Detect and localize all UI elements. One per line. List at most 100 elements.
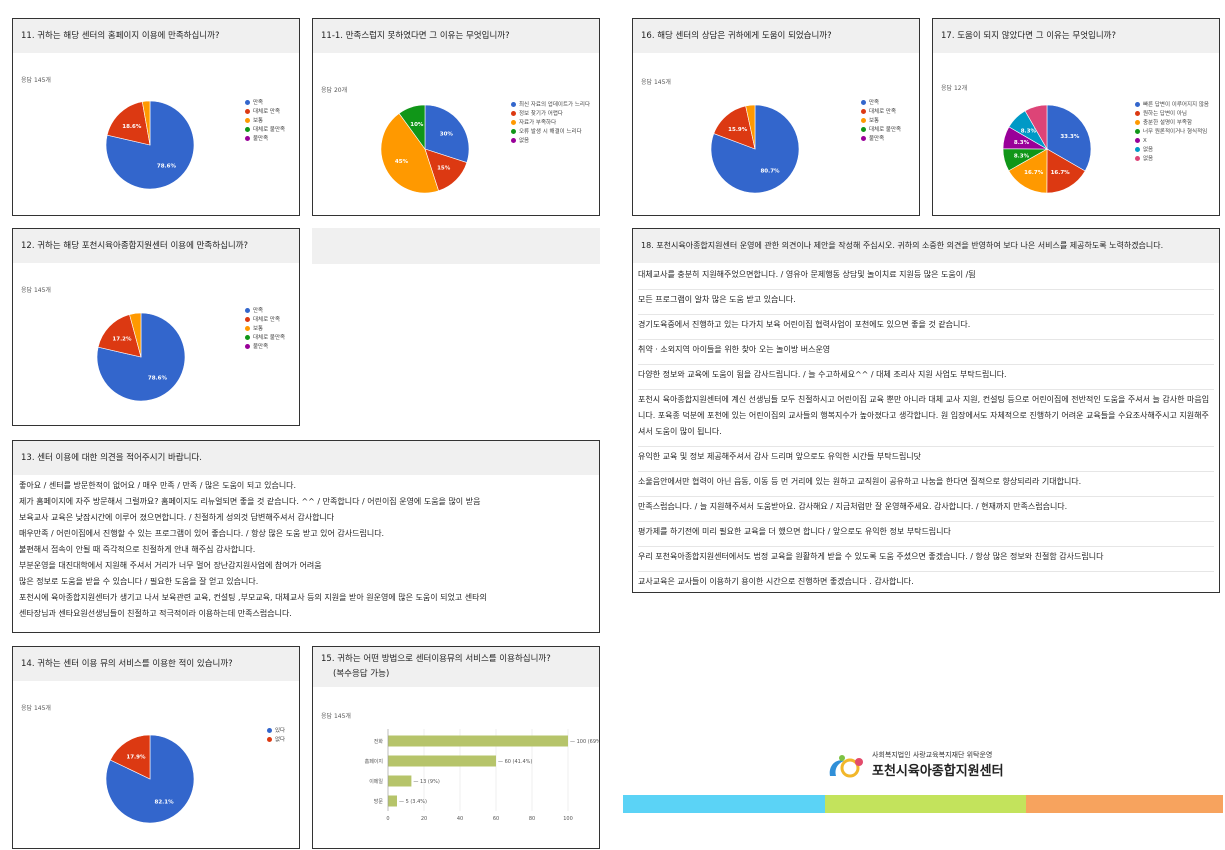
q11-1-title: 11-1. 만족스럽지 못하였다면 그 이유는 무엇입니까? xyxy=(313,19,599,53)
logo-subtitle: 사회복지법인 사랑교육복지재단 위탁운영 xyxy=(872,751,993,759)
legend-label: 대체로 만족 xyxy=(253,317,281,323)
q14-title: 14. 귀하는 센터 이용 뮤의 서비스를 이용한 적이 있습니까? xyxy=(13,647,299,681)
legend-label: 정보 찾기가 어렵다 xyxy=(519,111,563,117)
legend-item: 빠른 답변이 이루어지지 않음 xyxy=(1135,101,1209,110)
legend-swatch xyxy=(511,111,516,116)
category-label: 홈페이지 xyxy=(365,758,383,765)
pie-slice-label: 18.6% xyxy=(122,124,142,130)
legend-item: 정보 찾기가 어렵다 xyxy=(511,110,590,119)
legend-item: 원하는 답변이 아님 xyxy=(1135,110,1209,119)
x-tick-label: 100 xyxy=(563,816,573,822)
legend-label: 대체로 만족 xyxy=(869,109,897,115)
q15-response-count: 응답 145개 xyxy=(321,713,351,720)
answer-item: 취약 · 소외지역 아이들을 위한 찾아 오는 놀이방 버스운영 xyxy=(638,340,1214,365)
legend-item: 없다 xyxy=(267,736,285,745)
pie-slice xyxy=(105,100,195,190)
legend-item: 너무 원론적이거나 형식적임 xyxy=(1135,128,1209,137)
q11-1-panel: 11-1. 만족스럽지 못하였다면 그 이유는 무엇입니까? 응답 20개 30… xyxy=(312,18,600,216)
q15-subtitle: (복수응답 가능) xyxy=(333,669,390,679)
q11-1-response-count: 응답 20개 xyxy=(321,87,348,94)
legend-swatch xyxy=(1135,156,1140,161)
pie-slice-label: 8.3% xyxy=(1014,140,1030,146)
answer-item: 소울음안에서만 협력이 아닌 읍동, 이동 등 먼 거리에 있는 원하고 교직원… xyxy=(638,472,1214,497)
legend-swatch xyxy=(245,127,250,132)
x-tick-label: 40 xyxy=(457,816,463,822)
q12-pie-chart: 78.6% 17.2% xyxy=(96,312,186,402)
legend-swatch xyxy=(245,335,250,340)
pie-slice-label: 16.7% xyxy=(1051,170,1071,176)
bar xyxy=(388,795,397,807)
legend-swatch xyxy=(267,728,272,733)
legend-swatch xyxy=(511,102,516,107)
legend-item: 오류 발생 시 해결이 느리다 xyxy=(511,128,590,137)
answer-line: 보육교사 교육은 낮잠시간에 이루어 졌으면합니다. / 친절하게 성의것 답변… xyxy=(19,513,335,522)
legend-item: 없음 xyxy=(1135,146,1209,155)
legend-label: 충분한 설명이 부족함 xyxy=(1143,120,1193,126)
pie-slice-label: 15.9% xyxy=(728,127,748,133)
legend-swatch xyxy=(245,344,250,349)
q15-header: 15. 귀하는 어떤 방법으로 센터이용뮤의 서비스를 이용하십니까? (복수응… xyxy=(313,647,599,687)
q11-1-pie-chart: 30% 15% 45% 10% xyxy=(380,104,470,194)
legend-swatch xyxy=(267,737,272,742)
bar xyxy=(388,755,496,767)
legend-label: 보통 xyxy=(253,326,264,332)
legend-label: 대체로 불만족 xyxy=(869,127,902,133)
legend-label: X xyxy=(1143,138,1147,144)
legend-swatch xyxy=(1135,129,1140,134)
x-tick-label: 80 xyxy=(529,816,535,822)
legend-swatch xyxy=(511,129,516,134)
bar-data-label: — 100 (69%) xyxy=(570,739,600,745)
legend-label: 대체로 만족 xyxy=(253,109,281,115)
answer-item: 평가제를 하기전에 미리 필요한 교육을 더 했으면 합니다 / 앞으로도 유익… xyxy=(638,522,1214,547)
legend-item: 만족 xyxy=(245,99,285,108)
legend-item: 자료가 부족하다 xyxy=(511,119,590,128)
category-label: 이메일 xyxy=(369,778,383,785)
pie-slice-label: 80.7% xyxy=(760,169,780,175)
q11-1-legend: 최신 자료의 업데이트가 느리다 정보 찾기가 어렵다 자료가 부족하다 오류 발생 … xyxy=(511,101,590,146)
bar xyxy=(388,735,568,747)
legend-swatch xyxy=(1135,147,1140,152)
pie-slice xyxy=(141,100,151,146)
answer-item: 다양한 정보와 교육에 도움이 됨을 감사드립니다. / 늘 수고하세요^^ /… xyxy=(638,365,1214,390)
legend-label: 보통 xyxy=(869,118,880,124)
legend-item: 불만족 xyxy=(245,343,285,352)
legend-item: 대체로 불만족 xyxy=(245,126,285,135)
q14-pie-chart: 82.1% 17.9% xyxy=(105,734,195,824)
answer-item: 교사교육은 교사들이 이용하기 용이한 시간으로 진행하면 좋겠습니다 . 감사… xyxy=(638,577,914,586)
bar xyxy=(388,775,412,787)
q15-panel: 15. 귀하는 어떤 방법으로 센터이용뮤의 서비스를 이용하십니까? (복수응… xyxy=(312,646,600,849)
pie-slice xyxy=(109,734,151,780)
pie-slice xyxy=(1024,104,1048,151)
x-tick-label: 20 xyxy=(421,816,427,822)
answer-item: 경기도육중에서 진행하고 있는 다가치 보육 어린이집 협력사업이 포천에도 있… xyxy=(638,315,1214,340)
legend-swatch xyxy=(861,127,866,132)
q16-title: 16. 해당 센터의 상담은 귀하에게 도움이 되었습니까? xyxy=(633,19,919,53)
q11-panel: 11. 귀하는 해당 센터의 홈페이지 이용에 만족하십니까? 응답 145개 … xyxy=(12,18,300,216)
legend-item: 보통 xyxy=(245,117,285,126)
answer-line: 포천시에 육아종합지원센터가 생기고 나서 보육관련 교육, 컨설팅 ,부모교육… xyxy=(19,593,487,602)
legend-item: X xyxy=(1135,137,1209,146)
legend-label: 만족 xyxy=(869,100,880,106)
pie-slice xyxy=(106,101,151,146)
legend-label: 없다 xyxy=(275,737,286,743)
q16-legend: 만족 대체로 만족 보통 대체로 불만족 불만족 xyxy=(861,99,901,144)
legend-swatch xyxy=(245,118,250,123)
pie-slice-label: 33.3% xyxy=(1060,134,1080,140)
answer-item: 유익한 교육 및 정보 제공해주셔서 감사 드리며 앞으로도 유익한 시간들 부… xyxy=(638,447,1214,472)
x-tick-label: 60 xyxy=(493,816,499,822)
legend-label: 없음 xyxy=(1143,156,1154,162)
pie-slice-label: 8.3% xyxy=(1021,128,1037,134)
pie-slice xyxy=(1046,148,1086,194)
answer-line: 좋아요 / 센터를 방문한적이 없어요 / 매우 만족 / 만족 / 많은 도움… xyxy=(19,481,297,490)
legend-label: 만족 xyxy=(253,100,264,106)
q15-title: 15. 귀하는 어떤 방법으로 센터이용뮤의 서비스를 이용하십니까? xyxy=(321,654,551,664)
answer-line: 센타장님과 센타요원선생님들이 친절하고 적극적이라 이용하는데 만족스럽습니다… xyxy=(19,609,292,618)
legend-swatch xyxy=(245,308,250,313)
legend-swatch xyxy=(245,100,250,105)
pie-slice xyxy=(398,104,426,150)
legend-swatch xyxy=(245,136,250,141)
pie-slice xyxy=(710,104,800,194)
q11-pie-chart: 78.6% 18.6% xyxy=(105,100,195,190)
logo-name: 포천시육아종합지원센터 xyxy=(872,764,1004,779)
